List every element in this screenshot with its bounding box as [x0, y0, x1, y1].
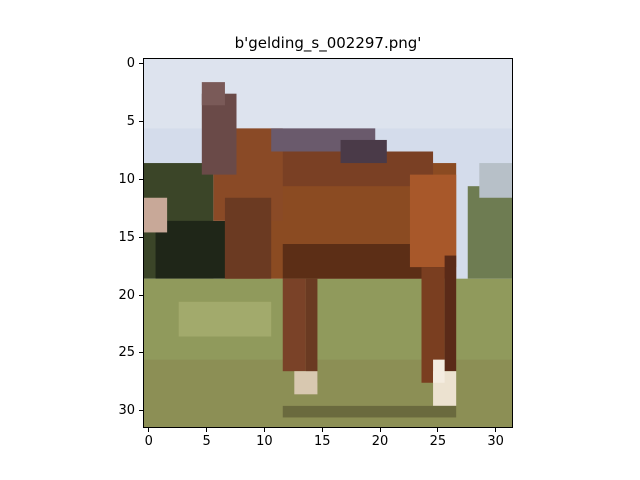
y-tick-mark	[139, 178, 143, 180]
y-tick-label: 20	[118, 287, 135, 303]
x-tick-mark	[379, 428, 381, 432]
y-tick-mark	[139, 294, 143, 296]
x-tick-label: 10	[256, 434, 273, 449]
image-axes	[143, 58, 513, 428]
x-tick-mark	[495, 428, 497, 432]
horse-back-leg-1	[421, 267, 445, 383]
x-tick-mark	[148, 428, 150, 432]
x-tick-label: 20	[371, 434, 389, 449]
image-title: b'gelding_s_002297.png'	[234, 34, 422, 52]
y-tick-mark	[139, 352, 143, 354]
x-tick-label: 25	[429, 434, 447, 449]
y-tick-mark	[139, 63, 143, 65]
x-tick-label: 30	[487, 434, 504, 449]
horse-front-hoof	[294, 371, 318, 395]
y-tick-label: 15	[118, 229, 135, 245]
trees-right-top	[479, 163, 512, 198]
grass-patch	[178, 301, 272, 337]
x-tick-label: 15	[313, 434, 331, 449]
trees-right	[467, 186, 512, 279]
y-tick-label: 10	[118, 171, 135, 187]
x-tick-mark	[206, 428, 208, 432]
x-tick-label: 5	[202, 434, 211, 449]
horse-image	[144, 59, 512, 427]
x-tick-mark	[263, 428, 265, 432]
horse-chest	[224, 197, 272, 279]
x-tick-mark	[321, 428, 323, 432]
y-tick-mark	[139, 236, 143, 238]
x-tick-label: 0	[144, 434, 153, 449]
x-tick-mark	[437, 428, 439, 432]
horse-front-leg-1	[282, 278, 306, 372]
y-tick-mark	[139, 410, 143, 412]
y-tick-label: 0	[126, 56, 135, 72]
sky-upper	[144, 59, 512, 129]
horse-rump	[409, 174, 457, 268]
y-tick-label: 30	[118, 403, 135, 419]
y-tick-mark	[139, 121, 143, 123]
horse-ear	[201, 82, 225, 106]
horse-head	[201, 93, 237, 175]
horse-front-leg-2	[305, 278, 318, 383]
y-tick-label: 25	[118, 345, 135, 361]
horse-back-leg-2	[444, 255, 457, 372]
horse-back-hoof-2	[433, 359, 445, 383]
bush-pink	[144, 197, 168, 233]
horse-mane-dark	[340, 139, 387, 164]
y-tick-label: 5	[126, 114, 135, 130]
ground-shadow	[282, 405, 457, 418]
grass-lower	[144, 359, 512, 427]
